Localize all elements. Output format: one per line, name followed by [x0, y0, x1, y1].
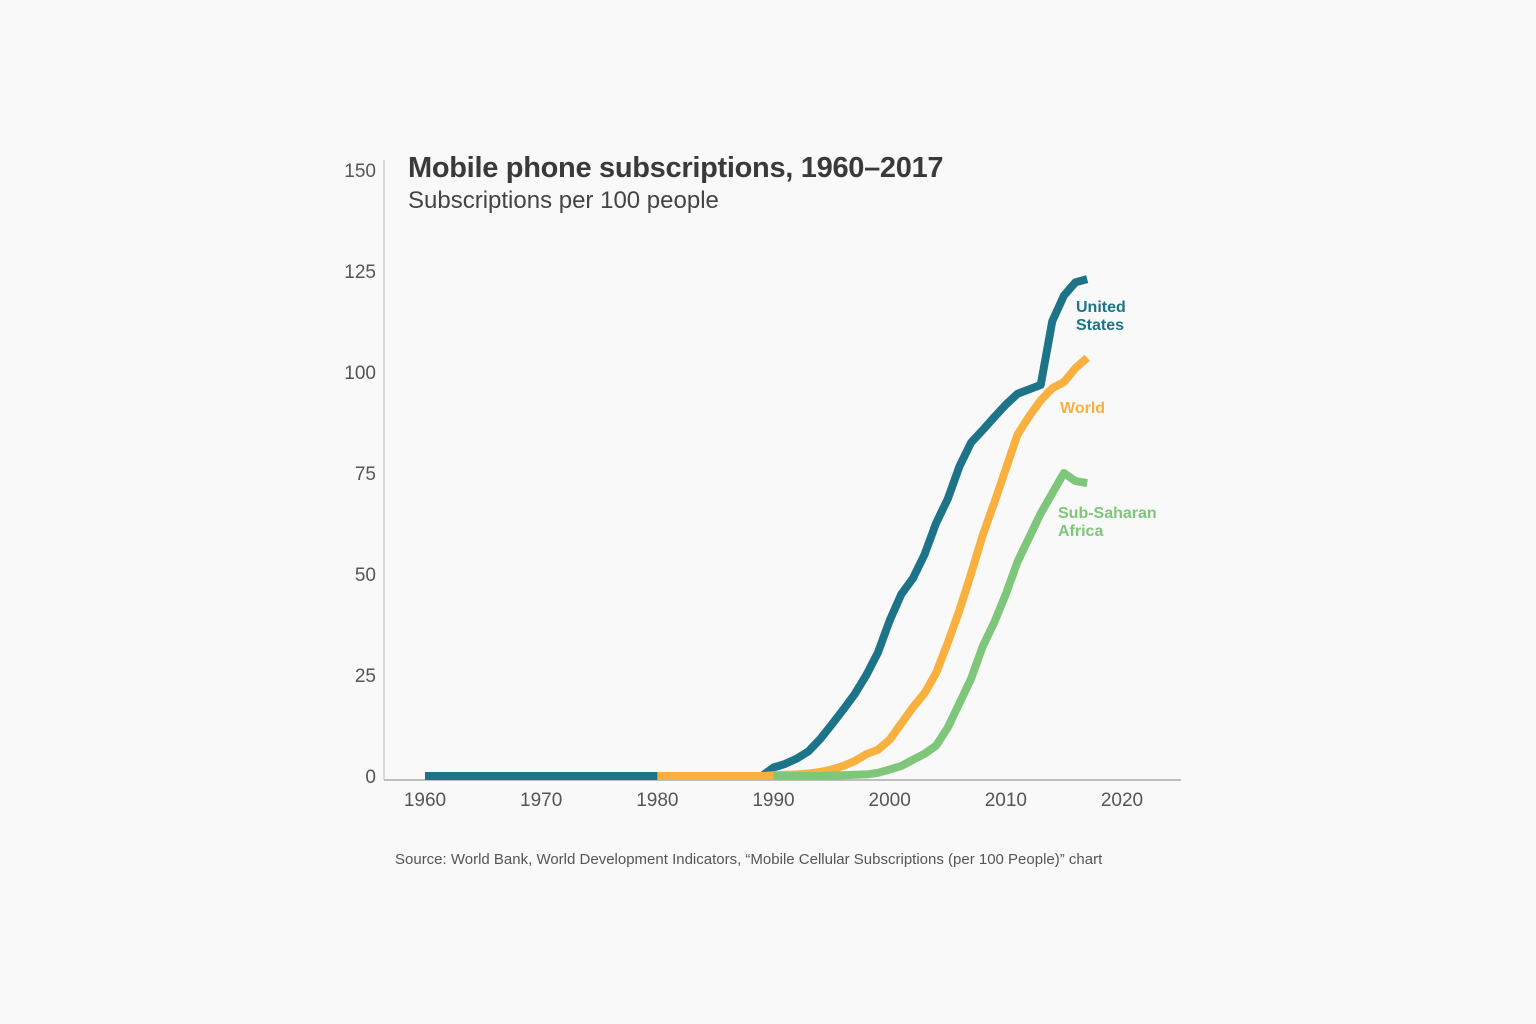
chart-subtitle: Subscriptions per 100 people [408, 187, 719, 214]
x-tick-label: 1960 [404, 790, 446, 811]
y-tick-label: 75 [355, 464, 376, 485]
chart-title: Mobile phone subscriptions, 1960–2017 [408, 152, 944, 184]
x-tick-label: 2020 [1101, 790, 1143, 811]
series-label: United States [1076, 299, 1126, 334]
series-line-sub-saharan-africa [773, 469, 1088, 780]
y-tick-label: 150 [344, 161, 376, 182]
x-tick-label: 1990 [752, 790, 794, 811]
series-label: World [1060, 400, 1105, 417]
y-tick-label: 100 [344, 363, 376, 384]
y-tick-label: 50 [355, 565, 376, 586]
x-tick-label: 2000 [869, 790, 911, 811]
series-line-world [657, 354, 1090, 780]
x-tick-label: 1970 [520, 790, 562, 811]
source-note: Source: World Bank, World Development In… [395, 851, 1103, 868]
y-tick-label: 25 [355, 666, 376, 687]
y-tick-label: 125 [344, 262, 376, 283]
y-tick-label: 0 [365, 767, 376, 788]
x-tick-label: 1980 [636, 790, 678, 811]
series-label: Sub-Saharan Africa [1058, 505, 1157, 540]
x-tick-label: 2010 [985, 790, 1027, 811]
